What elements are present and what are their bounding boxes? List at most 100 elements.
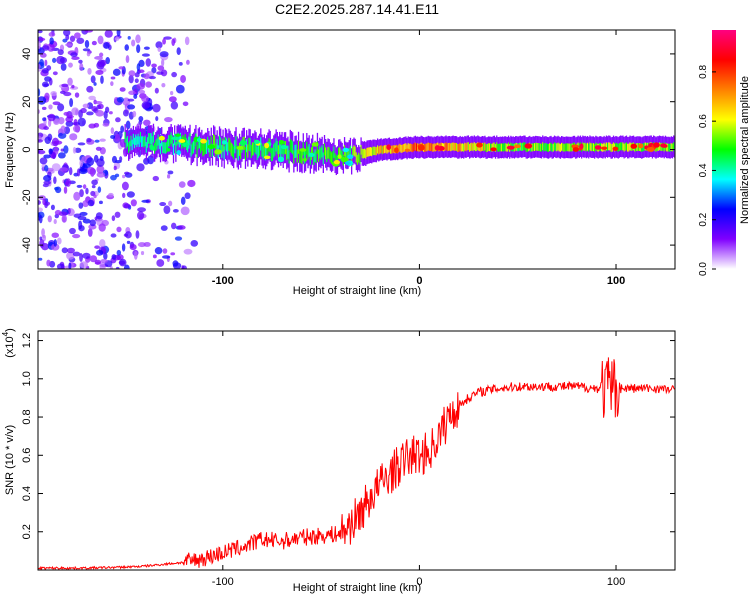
heatmap-noise-cell <box>111 215 116 222</box>
heatmap-noise-cell <box>38 207 43 212</box>
heatmap-band-core <box>264 147 267 161</box>
heatmap-band-core <box>486 143 488 152</box>
heatmap-band-core <box>373 146 375 156</box>
heatmap-band-core <box>465 143 467 152</box>
heatmap-band-core <box>399 143 401 152</box>
heatmap-peak-cell <box>476 142 483 148</box>
heatmap-band-core <box>183 136 185 149</box>
heatmap-noise-cell <box>42 117 47 122</box>
colorbar: 0.0 0.2 0.4 0.6 0.8 Normalized spectral ampl… <box>698 30 750 276</box>
svg-text:(x104): (x104) <box>1 328 16 358</box>
heatmap-noise-cell <box>160 225 168 231</box>
heatmap-noise-cell <box>170 101 179 110</box>
heatmap-band-core <box>279 140 281 155</box>
heatmap-band-core <box>593 143 596 152</box>
heatmap-band-core <box>236 145 238 159</box>
svg-text:1.2: 1.2 <box>21 333 33 348</box>
heatmap-noise-cell <box>135 230 140 239</box>
heatmap-band-core <box>540 143 543 152</box>
heatmap-band-core <box>164 142 166 154</box>
heatmap-noise-cell <box>91 40 97 46</box>
heatmap-band-core <box>463 143 465 152</box>
heatmap-band-core <box>405 143 407 152</box>
heatmap-band-core <box>130 135 132 147</box>
heatmap-band-core <box>169 134 171 147</box>
heatmap-peak-cell <box>175 133 181 137</box>
heatmap-noise-cell <box>180 196 186 205</box>
heatmap-peak-cell <box>404 148 411 152</box>
heatmap-noise-cell <box>61 247 68 254</box>
heatmap-band-core <box>501 143 504 152</box>
heatmap-noise-cell <box>141 199 150 203</box>
heatmap-band-core <box>333 146 335 158</box>
heatmap-band-core <box>207 136 209 150</box>
heatmap-band-core <box>135 134 137 146</box>
heatmap-noise-cell <box>141 101 151 109</box>
spectrogram-x-tick: 0 <box>416 30 422 287</box>
heatmap-noise-cell <box>136 163 145 172</box>
heatmap-band-core <box>172 143 175 156</box>
heatmap-noise-cell <box>86 166 95 175</box>
heatmap-noise-cell <box>60 125 66 134</box>
heatmap-noise-cell <box>160 69 168 77</box>
heatmap-noise-cell <box>135 34 141 44</box>
heatmap-band-core <box>539 143 542 152</box>
heatmap-band-core <box>334 153 336 165</box>
heatmap-peak-cell <box>579 143 584 149</box>
snr-multiplier-close: ) <box>4 328 16 332</box>
heatmap-band-core <box>381 146 383 155</box>
heatmap-band-core <box>143 136 145 148</box>
heatmap-noise-cell <box>115 117 121 123</box>
heatmap-band-core <box>570 143 572 152</box>
heatmap-band-core <box>354 146 356 157</box>
heatmap-noise-cell <box>71 84 75 89</box>
spectrogram-y-tick: 20 <box>21 96 675 108</box>
heatmap-noise-cell <box>111 254 117 260</box>
heatmap-band-core <box>466 142 468 151</box>
heatmap-band-core <box>210 136 212 150</box>
heatmap-band-core <box>545 143 547 152</box>
heatmap-noise-cell <box>68 262 72 269</box>
heatmap-band-core <box>348 147 350 159</box>
heatmap-noise-cell <box>59 57 68 64</box>
heatmap-peak-cell <box>158 135 165 141</box>
heatmap-band-core <box>170 132 172 144</box>
heatmap-noise-cell <box>168 200 173 207</box>
heatmap-noise-cell <box>110 174 117 181</box>
heatmap-band-core <box>230 142 232 156</box>
heatmap-noise-cell <box>121 174 126 179</box>
svg-text:-40: -40 <box>21 237 33 253</box>
heatmap-noise-cell <box>56 237 62 245</box>
heatmap-noise-cell <box>171 38 176 46</box>
heatmap-noise-cell <box>63 30 71 37</box>
heatmap-noise-cell <box>121 243 126 252</box>
heatmap-noise-cell <box>98 200 103 205</box>
heatmap-noise-cell <box>46 259 51 267</box>
heatmap-band-core <box>296 149 299 163</box>
heatmap-band-core <box>568 143 570 152</box>
heatmap-noise-cell <box>138 116 144 122</box>
spectrogram-x-tick: -100 <box>212 30 234 287</box>
heatmap-band-core <box>667 143 669 152</box>
heatmap-band-core <box>306 141 308 155</box>
spectrogram-y-ticks: -40 -20 0 20 40 <box>21 48 675 253</box>
heatmap-band-core <box>280 143 282 157</box>
heatmap-noise-cell <box>97 186 102 193</box>
heatmap-band-core <box>240 145 242 159</box>
heatmap-noise-cell <box>100 75 104 84</box>
heatmap-noise-cell <box>44 164 49 172</box>
heatmap-band-core <box>227 142 229 156</box>
heatmap-band-core <box>369 147 372 156</box>
svg-text:0.2: 0.2 <box>21 524 33 539</box>
heatmap-band-core <box>261 143 263 157</box>
heatmap-band-core <box>138 136 140 147</box>
heatmap-noise-cell <box>48 148 53 155</box>
heatmap-band-core <box>408 143 411 152</box>
heatmap-band-core <box>316 141 319 154</box>
heatmap-noise-cell <box>120 125 125 133</box>
heatmap-band-core <box>128 142 130 153</box>
heatmap-band-core <box>555 143 557 151</box>
spectrogram-y-tick: -40 <box>21 237 675 253</box>
heatmap-band-core <box>313 152 315 166</box>
heatmap-band-core <box>233 146 235 160</box>
